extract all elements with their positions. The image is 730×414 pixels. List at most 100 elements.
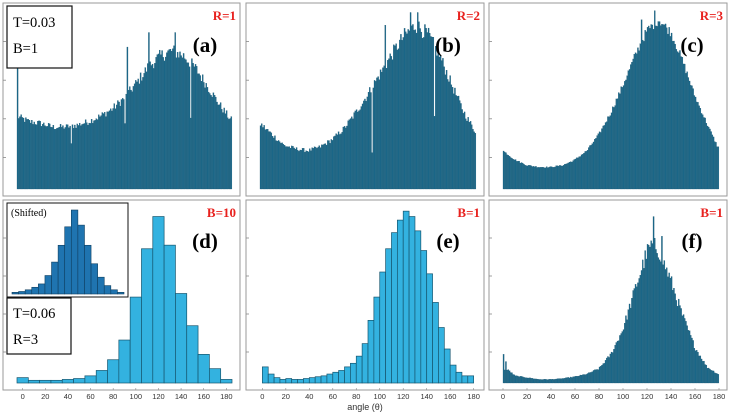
bar: [163, 60, 166, 190]
bar: [453, 93, 455, 190]
bar: [411, 25, 413, 190]
bar: [609, 353, 612, 384]
bar: [510, 157, 512, 190]
bar: [400, 34, 402, 190]
x-tick-label: 60: [571, 392, 579, 401]
bar: [711, 134, 714, 190]
bar: [59, 124, 62, 190]
bar: [131, 91, 133, 190]
bar: [472, 129, 474, 190]
bar: [337, 131, 340, 190]
bar: [406, 33, 408, 190]
bar: [669, 277, 672, 384]
bar: [207, 91, 210, 190]
bar: [697, 352, 699, 384]
bar: [565, 163, 567, 190]
bar: [660, 25, 662, 190]
bar: [522, 163, 524, 190]
bar: [279, 379, 287, 384]
bar: [673, 40, 675, 190]
bars: [502, 10, 720, 190]
bar: [176, 52, 179, 190]
bar: [144, 67, 147, 190]
bar: [642, 39, 644, 190]
bar: [634, 52, 637, 190]
bar: [535, 378, 537, 384]
bar: [534, 378, 536, 384]
bar: [55, 129, 57, 190]
bar: [507, 155, 510, 190]
bar: [449, 75, 451, 190]
inset-bar: [117, 292, 125, 295]
bar: [558, 166, 560, 190]
x-tick-label: 140: [420, 392, 433, 401]
bar: [73, 128, 75, 190]
bar: [614, 345, 616, 384]
bar: [471, 124, 473, 190]
bar: [448, 81, 450, 190]
bar: [648, 245, 650, 384]
x-tick-label: 100: [373, 392, 386, 401]
bar: [297, 379, 304, 384]
bar: [550, 166, 553, 190]
bar: [24, 121, 26, 190]
bar: [80, 125, 82, 190]
bar: [110, 108, 112, 190]
bar: [193, 66, 196, 190]
bar: [682, 63, 685, 190]
x-tick-label: 160: [197, 392, 210, 401]
bar: [602, 125, 604, 190]
bar: [504, 151, 506, 190]
x-tick-label: 120: [397, 392, 410, 401]
bar: [639, 43, 642, 190]
bar: [693, 348, 696, 384]
bar: [547, 167, 549, 190]
bar: [584, 151, 586, 190]
bar: [363, 100, 365, 190]
bar: [295, 147, 298, 190]
bar: [279, 141, 281, 190]
bottom-left-legend-box: T=0.06 R=3: [6, 297, 72, 355]
bar: [710, 131, 712, 190]
bar: [93, 120, 95, 190]
bar: [694, 96, 697, 190]
bar: [58, 126, 61, 190]
bar: [205, 83, 207, 190]
bar: [34, 124, 37, 190]
bar: [367, 320, 375, 384]
bar: [684, 318, 686, 384]
bar: [705, 364, 708, 384]
bar: [508, 370, 511, 384]
x-tick-label: 60: [329, 392, 337, 401]
bar: [318, 145, 321, 190]
bar: [328, 140, 330, 190]
bar: [700, 113, 703, 190]
bar: [314, 376, 322, 384]
bar: [547, 379, 549, 384]
bar: [69, 125, 71, 190]
bar: [419, 28, 421, 190]
bar: [65, 124, 68, 190]
bar: [212, 92, 215, 190]
bar: [142, 77, 144, 190]
bar: [43, 122, 45, 190]
inset-bar: [18, 291, 26, 295]
bar: [524, 377, 526, 384]
bar: [572, 376, 574, 384]
bar: [291, 145, 293, 190]
bar: [524, 165, 526, 190]
bar: [197, 354, 210, 384]
bar: [536, 378, 538, 384]
bar: [136, 81, 138, 190]
bar: [18, 118, 20, 190]
bar: [702, 114, 704, 190]
bar: [636, 53, 638, 190]
bar: [516, 161, 518, 190]
bar: [425, 28, 427, 190]
bar: [310, 150, 312, 190]
x-tick-label: 100: [617, 392, 630, 401]
bar: [333, 136, 335, 190]
bar: [676, 51, 679, 190]
bar: [525, 165, 528, 190]
bar: [678, 298, 680, 384]
